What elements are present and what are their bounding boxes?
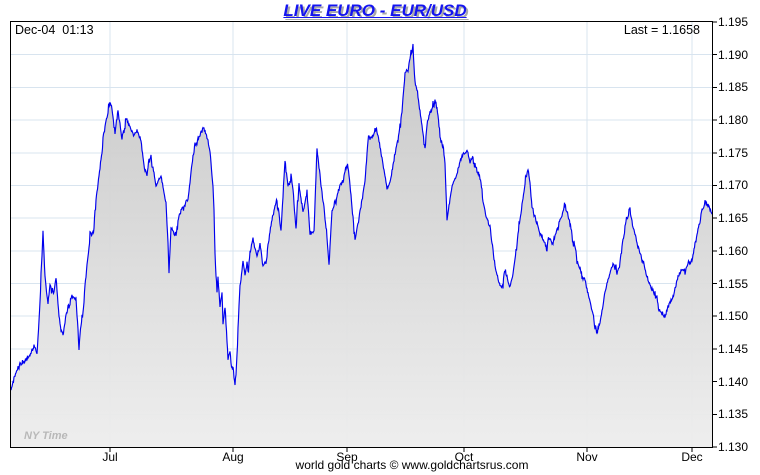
x-axis-label: Dec <box>681 450 703 464</box>
date-time-stamp: Dec-04 01:13 <box>15 23 94 37</box>
plot-area-border <box>10 21 713 448</box>
x-axis-label: Oct <box>454 450 474 464</box>
y-axis-label: 1.170 <box>718 178 749 193</box>
ny-time-label: NY Time <box>24 430 68 442</box>
y-axis-label: 1.195 <box>718 15 749 29</box>
x-axis-label: Aug <box>222 450 244 464</box>
x-axis-label: Nov <box>576 450 598 464</box>
y-axis-label: 1.150 <box>718 309 749 324</box>
y-axis-label: 1.145 <box>718 341 749 356</box>
last-price-readout: Last = 1.1658 <box>623 23 700 37</box>
y-axis-label: 1.175 <box>718 145 749 160</box>
y-axis-label: 1.190 <box>718 47 749 62</box>
x-axis-label: Jul <box>102 450 118 464</box>
footer-credit: world gold charts © www.goldchartsrus.co… <box>295 458 529 472</box>
x-axis-label: Sep <box>336 450 358 464</box>
y-axis-label: 1.155 <box>718 276 749 291</box>
y-axis-label: 1.180 <box>718 113 749 128</box>
y-axis-label: 1.130 <box>718 440 749 454</box>
y-axis-label: 1.135 <box>718 407 749 422</box>
y-axis-label: 1.140 <box>718 374 749 389</box>
chart-title: LIVE EURO - EUR/USD <box>283 1 467 20</box>
y-axis-label: 1.185 <box>718 80 749 95</box>
y-axis-label: 1.165 <box>718 211 749 226</box>
y-axis-label: 1.160 <box>718 243 749 258</box>
